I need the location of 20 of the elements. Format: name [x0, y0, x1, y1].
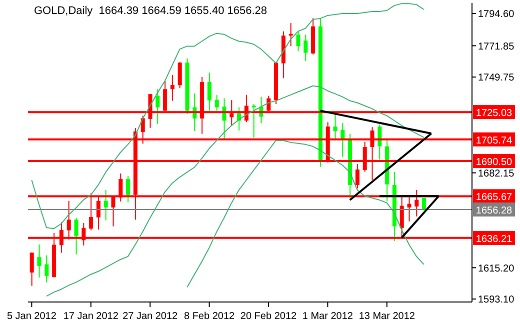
ref-line-label: 1705.74 — [476, 135, 513, 146]
ref-line-label: 1665.67 — [476, 192, 513, 204]
y-tick-label: 1771.85 — [478, 41, 515, 52]
y-tick-label: 1593.10 — [478, 294, 515, 306]
x-tick-label: 13 Mar 2012 — [358, 311, 416, 320]
x-tick-label: 27 Jan 2012 — [122, 311, 178, 320]
ref-line-label: 1725.03 — [476, 108, 513, 120]
ref-line-label: 1636.21 — [476, 234, 513, 245]
chart-title: GOLD,Daily 1664.39 1664.59 1655.40 1656.28 — [34, 5, 268, 17]
x-tick-label: 8 Feb 2012 — [184, 311, 236, 320]
y-tick-label: 1682.15 — [478, 168, 515, 180]
y-tick-label: 1615.20 — [478, 263, 515, 274]
x-tick-label: 20 Feb 2012 — [240, 311, 298, 320]
y-tick-label: 1749.75 — [478, 72, 515, 84]
ref-line-label: 1656.28 — [476, 205, 513, 216]
ref-line-label: 1690.50 — [476, 157, 513, 168]
x-tick-label: 17 Jan 2012 — [63, 311, 119, 320]
x-tick-label: 1 Mar 2012 — [302, 311, 354, 320]
x-tick-label: 5 Jan 2012 — [6, 311, 57, 320]
y-tick-label: 1794.60 — [478, 9, 515, 20]
